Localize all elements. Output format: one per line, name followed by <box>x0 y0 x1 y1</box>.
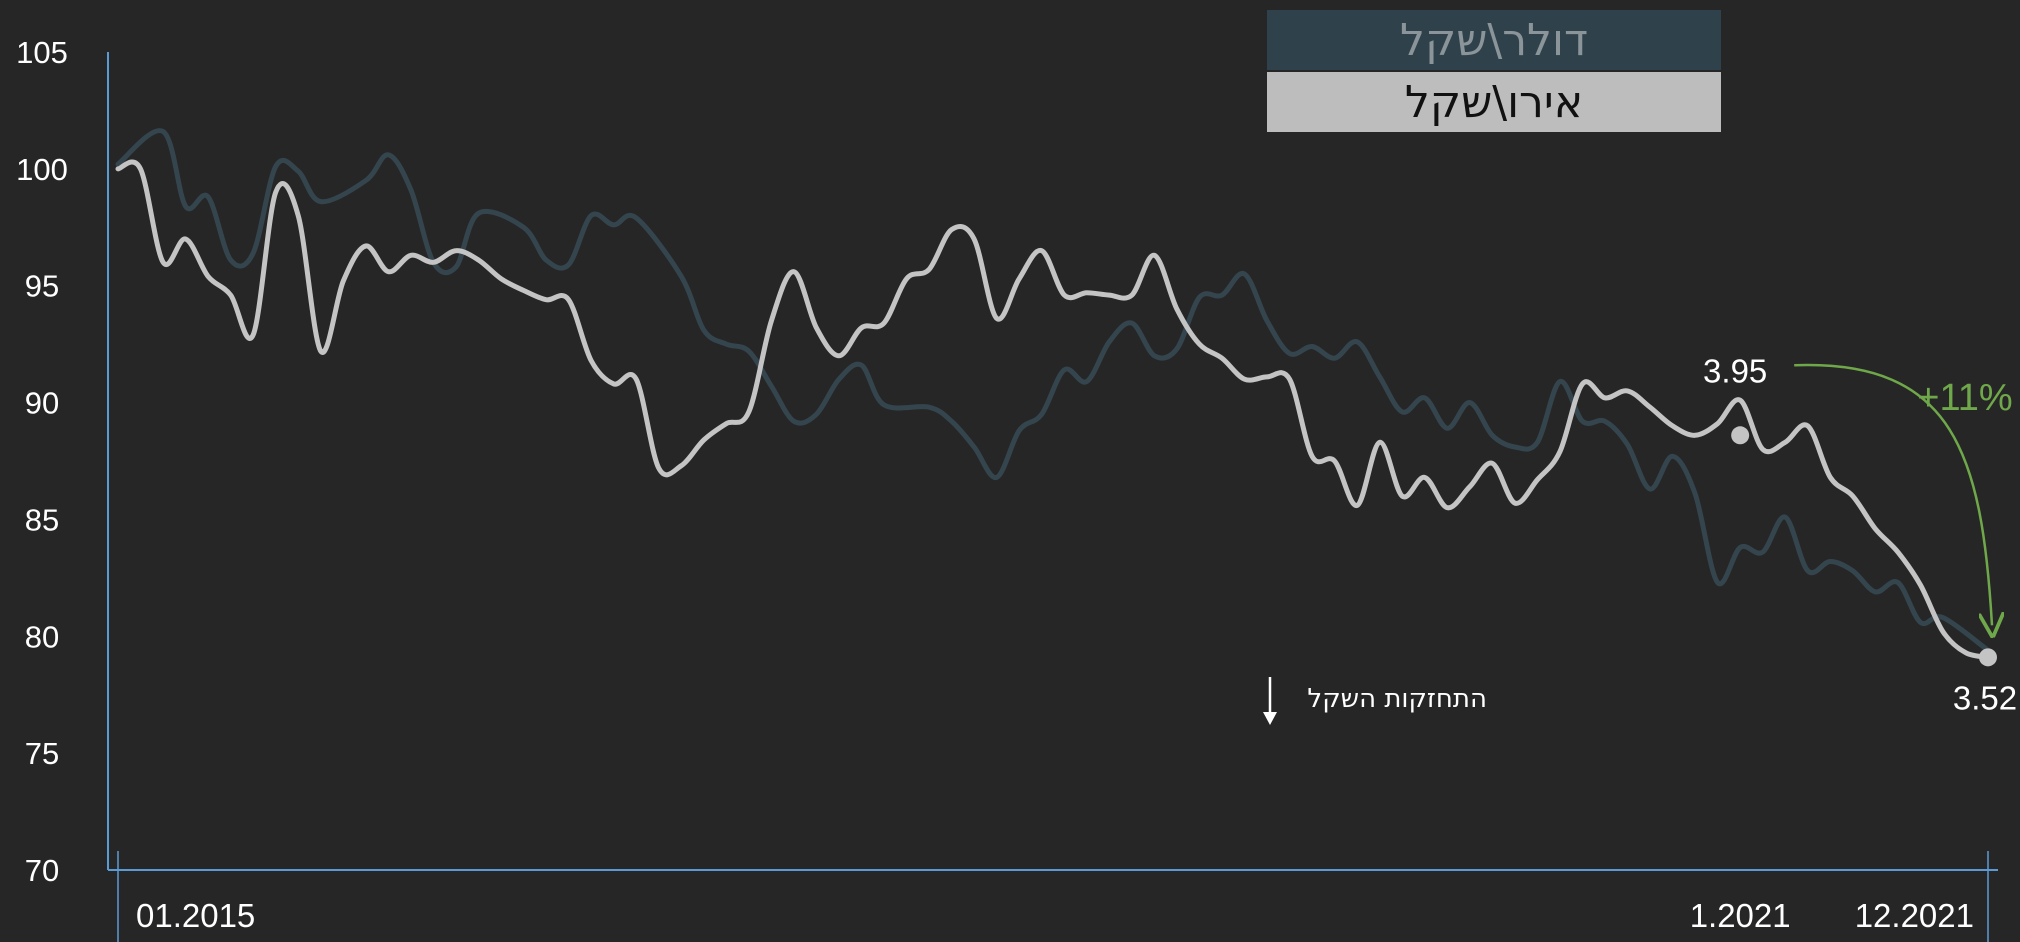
legend-usd-label: דולר\שקל <box>1399 14 1589 66</box>
x-tick-label: 1.2021 <box>1690 897 1791 934</box>
y-tick-label: 100 <box>16 152 68 187</box>
legend-item-usd-ils: דולר\שקל <box>1267 10 1721 70</box>
x-tick-label: 12.2021 <box>1855 897 1974 934</box>
change-arrow <box>1794 363 1992 625</box>
down-arrow-icon <box>1263 712 1277 725</box>
x-axis: 01.2015 1.2021 12.2021 <box>108 851 1998 942</box>
series-lines <box>115 128 1991 660</box>
y-tick-label: 95 <box>25 269 59 304</box>
series-line-eur-ils <box>115 159 1991 660</box>
marker-value-label: 3.52 <box>1953 679 2017 716</box>
legend-item-eur-ils: אירו\שקל <box>1267 72 1721 132</box>
y-tick-label: 90 <box>25 386 59 421</box>
x-tick-label: 01.2015 <box>136 897 255 934</box>
y-tick-label: 80 <box>25 619 59 654</box>
legend-eur-label: אירו\שקל <box>1404 76 1584 128</box>
highlight-markers: 3.95 3.52 <box>1703 352 2017 716</box>
change-percent-label: +11% <box>1917 377 2012 419</box>
y-tick-label: 75 <box>25 736 59 771</box>
y-tick-label: 105 <box>16 35 68 70</box>
y-tick-label: 70 <box>25 853 59 888</box>
marker-value-label: 3.95 <box>1703 352 1767 389</box>
y-axis: 105 100 95 90 85 80 75 70 <box>16 35 109 888</box>
series-line-usd-ils <box>115 128 1991 653</box>
strengthening-note: התחזקות השקל <box>1307 684 1487 714</box>
highlight-marker <box>1979 648 1997 667</box>
highlight-marker <box>1731 426 1750 445</box>
y-tick-label: 85 <box>25 502 59 537</box>
